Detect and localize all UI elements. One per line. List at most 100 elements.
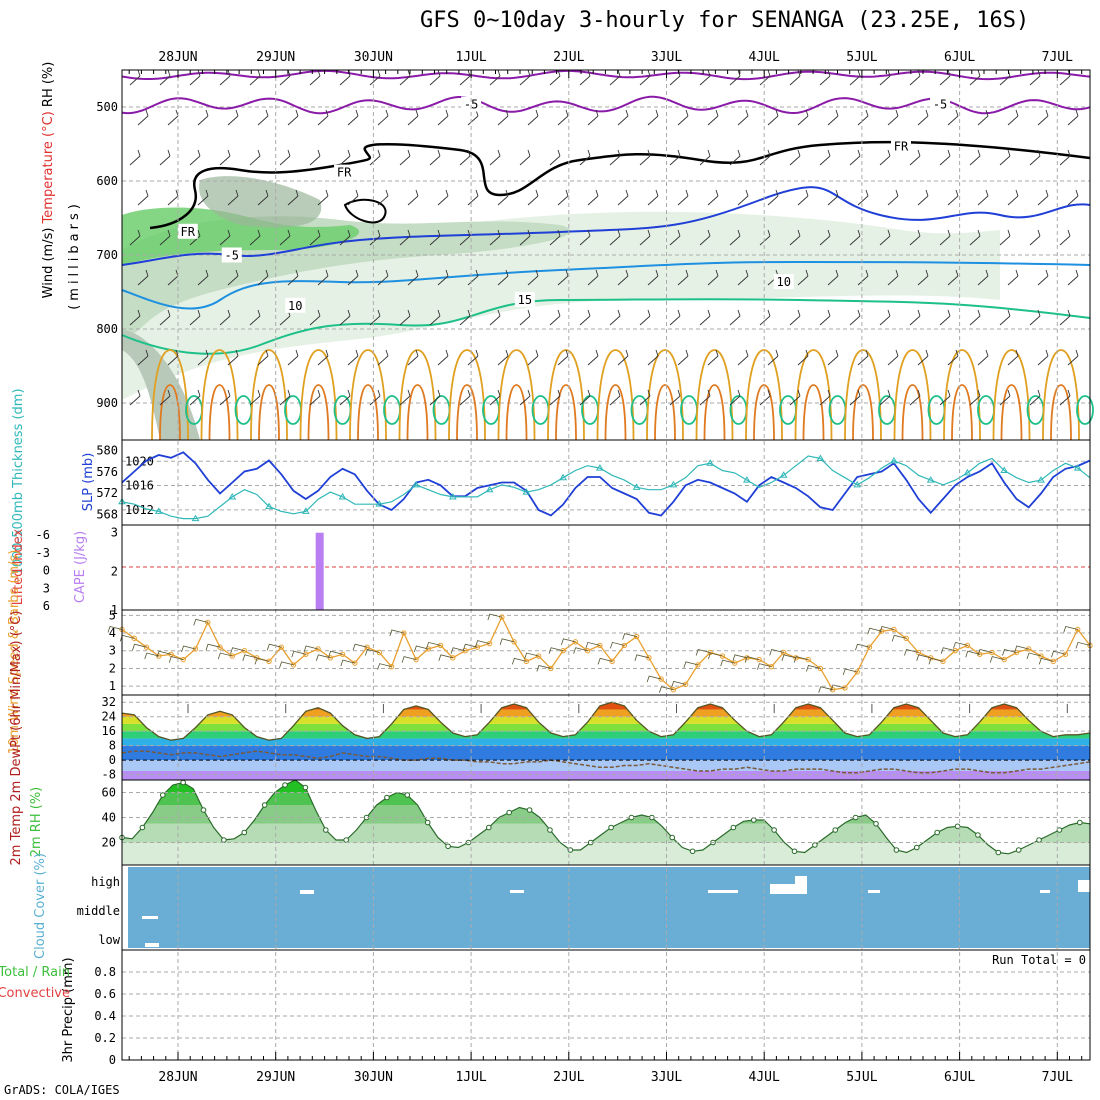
lifted-index-tick: -6: [36, 528, 50, 542]
thickness-marker: [412, 480, 420, 488]
temp-color-band: [122, 738, 1090, 746]
rh-point: [506, 809, 513, 816]
wind-barb: [1007, 109, 1019, 126]
date-label-bottom: 2JUL: [553, 1070, 584, 1085]
wind-speed-point: [315, 646, 321, 652]
rh-point: [669, 834, 676, 841]
wind-barb: [939, 389, 951, 406]
rh-color-band: [122, 805, 1090, 824]
wind-barb: [707, 349, 719, 366]
wind-barb: [609, 69, 621, 86]
wind-barb: [429, 309, 441, 326]
wind-barb-10m: [450, 647, 466, 654]
wind-speed-point: [744, 655, 750, 661]
wind-barb: [579, 149, 591, 166]
wind-barb: [767, 349, 779, 366]
contour-label-bg: [461, 96, 482, 112]
wind-barb-10m: [462, 643, 478, 651]
contour-label-bg: [221, 247, 242, 263]
contour-label-bg: [177, 223, 198, 239]
wind-speed-point: [511, 639, 517, 645]
rh-point: [221, 837, 227, 843]
wind-barb: [609, 149, 621, 166]
wind-speed-point: [1026, 646, 1032, 652]
wind-barb: [459, 69, 471, 86]
wind-speed-point: [450, 655, 456, 661]
upper-air-tick-label: 500: [96, 100, 118, 114]
wind-barb: [129, 69, 141, 86]
wind-speed-point: [180, 656, 186, 663]
thickness-marker: [301, 507, 310, 514]
wind-barb: [467, 189, 479, 206]
wind-barb: [977, 349, 989, 366]
wind-barb-10m: [377, 663, 392, 670]
dewpoint-line: [121, 750, 1091, 774]
wind-speed-point: [829, 686, 836, 693]
wind-barb: [309, 149, 321, 166]
wind-barb: [459, 229, 471, 246]
wind-barb-10m: [413, 645, 429, 653]
wind-barb-10m: [1051, 650, 1066, 658]
rh-point: [1056, 827, 1063, 833]
wind-barb-10m: [891, 634, 907, 642]
wind-speed-point: [584, 648, 591, 654]
wind-barb: [639, 69, 651, 86]
wind-barb: [219, 69, 231, 86]
wind-barb: [617, 189, 629, 206]
isotherm-15-cell: [1076, 395, 1094, 425]
isotherm-minus5: [121, 95, 1091, 115]
thickness-marker: [1000, 466, 1009, 473]
wind-barb: [617, 349, 629, 366]
precip-tick-label: 0: [109, 1053, 116, 1067]
wind-barb: [579, 309, 591, 326]
run-total-label: Run Total = 0: [992, 953, 1086, 967]
wind-barb: [1067, 189, 1079, 206]
wind10m-panel: 1 2 3 4 5 10m Wind Speed & Barbs (m/s): [7, 550, 1093, 754]
wind-barb: [429, 149, 441, 166]
wind-barb-10m: [230, 647, 245, 654]
wind-barb-10m: [720, 659, 735, 667]
wind-speed-point: [413, 656, 419, 663]
precip-tick-label: 0.2: [94, 1031, 116, 1045]
wind-speed-point: [572, 639, 579, 645]
cloud-gap: [1040, 890, 1050, 893]
wind-barb-10m: [254, 657, 270, 665]
wind-barb: [849, 229, 861, 246]
wind-speed-point: [768, 663, 775, 670]
wind-barb: [639, 309, 651, 326]
isotherm-15-cell: [234, 395, 253, 425]
wind-barb-10m: [340, 659, 355, 667]
wind-barb: [1037, 189, 1049, 206]
isotherm-25-loop: [406, 384, 429, 441]
wind-barb-10m: [1063, 626, 1078, 633]
wind-barb: [189, 389, 201, 406]
wind-barb: [407, 349, 419, 366]
wind-barb: [1029, 69, 1041, 86]
wind-barb: [909, 69, 921, 86]
wind-barb: [519, 69, 531, 86]
wind-speed-point: [303, 651, 309, 657]
rh-point: [384, 794, 390, 801]
wind-speed-point: [670, 686, 677, 693]
wind-speed-point: [290, 662, 297, 668]
upper-air-tick-label: 700: [96, 248, 118, 262]
wind-speed-point: [633, 633, 640, 640]
temp-color-band: [122, 716, 1090, 724]
wind-speed-point: [352, 660, 358, 666]
thickness-tick-label: 568: [96, 507, 118, 521]
thickness-marker: [338, 492, 347, 500]
wind-barb-10m: [744, 656, 760, 663]
isotherm-15-cell: [779, 395, 797, 425]
cape-tick-label: 3: [111, 526, 118, 540]
thickness-ylabel: 1000-500mb Thickness (dm): [11, 388, 26, 575]
wind-barb-10m: [695, 649, 711, 656]
wind-barb: [947, 269, 959, 286]
isotherm-minus5-blue: [121, 186, 1091, 266]
wind-barb: [819, 149, 831, 166]
rh-point: [771, 827, 777, 833]
date-label-bottom: 29JUN: [256, 1070, 295, 1085]
rh-point: [975, 832, 981, 838]
wind-barb: [167, 189, 179, 206]
wind-barb: [519, 309, 531, 326]
